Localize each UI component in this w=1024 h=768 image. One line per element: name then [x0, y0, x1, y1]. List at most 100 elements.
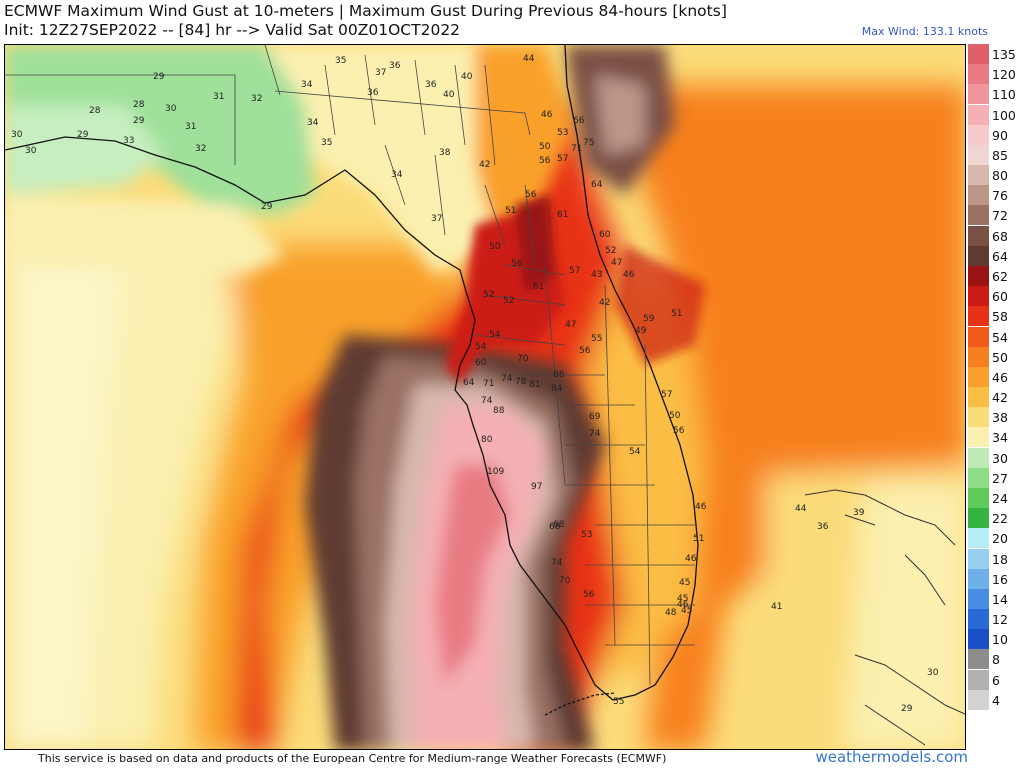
legend-entry: 10 [968, 629, 1024, 650]
station-gust-value: 36 [425, 80, 437, 90]
station-gust-value: 74 [501, 374, 513, 384]
legend-swatch [968, 629, 989, 650]
legend-entry: 76 [968, 185, 1024, 206]
legend-label: 22 [992, 511, 1008, 527]
wind-gust-map[interactable]: 35 37 36 40 44 29 34 36 36 40 28 28 30 31 32 29 31 34 35 30… [4, 44, 966, 750]
field-panhandle-green [5, 105, 165, 195]
legend-label: 30 [992, 450, 1008, 466]
station-gust-value: 29 [153, 72, 165, 82]
station-gust-value: 64 [463, 378, 475, 388]
bahamas-outline [804, 489, 956, 606]
legend-swatch [968, 326, 989, 347]
station-gust-value: 88 [493, 406, 505, 416]
station-gust-value: 46 [685, 554, 697, 564]
legend-swatch [968, 64, 989, 85]
legend-label: 58 [992, 309, 1008, 325]
station-gust-value: 60 [599, 230, 611, 240]
color-legend: 135 120 110 100 90 85 80 76 72 68 64 62 60 58 54 50 46 42… [968, 44, 1024, 710]
field-alabama-green [5, 45, 315, 215]
station-gust-value: 50 [539, 142, 551, 152]
station-gust-value: 42 [479, 160, 490, 170]
station-gust-value: 66 [573, 116, 585, 126]
legend-label: 60 [992, 289, 1008, 305]
legend-label: 20 [992, 531, 1008, 547]
station-gust-value: 57 [569, 266, 580, 276]
station-gust-value: 64 [591, 180, 603, 190]
station-gust-value: 56 [525, 190, 537, 200]
field-atlantic-coast-band [475, 45, 575, 245]
station-gust-value: 80 [481, 435, 493, 445]
legend-label: 76 [992, 188, 1008, 204]
station-gust-value: 60 [475, 358, 487, 368]
admin-boundaries [5, 45, 695, 686]
station-gust-value: 34 [391, 170, 403, 180]
legend-swatch [968, 548, 989, 569]
legend-label: 72 [992, 208, 1008, 224]
legend-entry: 22 [968, 508, 1024, 529]
station-gust-value: 39 [853, 508, 865, 518]
station-gust-value: 50 [489, 242, 501, 252]
legend-swatch [968, 306, 989, 327]
station-gust-value: 46 [623, 270, 635, 280]
station-gust-value: 54 [629, 447, 641, 457]
legend-entry: 62 [968, 265, 1024, 286]
station-gust-value: 36 [817, 522, 829, 532]
legend-entry: 120 [968, 64, 1024, 85]
station-gust-value: 37 [431, 214, 442, 224]
cuba-outline [854, 654, 965, 746]
station-gust-value: 29 [77, 130, 89, 140]
legend-label: 90 [992, 127, 1008, 143]
station-gust-value: 48 [665, 608, 677, 618]
station-gust-value: 56 [539, 156, 551, 166]
legend-label: 10 [992, 632, 1008, 648]
brand-link[interactable]: weathermodels.com [815, 748, 968, 766]
legend-label: 85 [992, 147, 1008, 163]
station-gust-value: 32 [251, 94, 262, 104]
legend-label: 110 [992, 87, 1016, 103]
legend-label: 54 [992, 329, 1008, 345]
legend-label: 68 [992, 228, 1008, 244]
station-gust-value: 71 [571, 144, 582, 154]
station-gust-value: 28 [133, 100, 145, 110]
legend-label: 64 [992, 248, 1008, 264]
legend-entry: 68 [968, 225, 1024, 246]
station-gust-value: 35 [335, 56, 346, 66]
station-gust-value: 41 [771, 602, 782, 612]
station-gust-value: 50 [669, 411, 681, 421]
station-gust-value: 40 [443, 90, 455, 100]
storm-east-tan [595, 75, 645, 155]
station-gust-value: 61 [557, 210, 568, 220]
legend-entry: 46 [968, 366, 1024, 387]
station-gust-value: 46 [541, 110, 553, 120]
legend-label: 12 [992, 612, 1008, 628]
legend-swatch [968, 649, 989, 670]
station-gust-value: 51 [693, 534, 704, 544]
atlantic-coastline [564, 45, 699, 686]
legend-entry: 4 [968, 689, 1024, 710]
station-gust-value: 68 [553, 520, 565, 530]
legend-entry: 34 [968, 427, 1024, 448]
legend-swatch [968, 669, 989, 690]
station-gust-value: 30 [11, 130, 23, 140]
station-gust-value: 78 [515, 377, 527, 387]
station-gust-value: 53 [557, 128, 568, 138]
legend-entry: 14 [968, 588, 1024, 609]
station-gust-value: 40 [461, 72, 473, 82]
legend-label: 8 [992, 652, 1000, 668]
legend-swatch [968, 366, 989, 387]
state-line-fl-ga [274, 90, 531, 136]
legend-entry: 135 [968, 44, 1024, 64]
legend-entry: 54 [968, 326, 1024, 347]
station-gust-value: 51 [505, 206, 516, 216]
station-gust-value: 52 [605, 246, 616, 256]
field-gulf-coast-pale [5, 195, 285, 275]
station-gust-value: 66 [553, 370, 565, 380]
station-gust-value: 42 [599, 298, 610, 308]
legend-swatch [968, 447, 989, 468]
station-gust-value: 36 [389, 61, 401, 71]
legend-entry: 8 [968, 649, 1024, 670]
legend-entry: 38 [968, 407, 1024, 428]
legend-entry: 50 [968, 346, 1024, 367]
legend-entry: 27 [968, 467, 1024, 488]
